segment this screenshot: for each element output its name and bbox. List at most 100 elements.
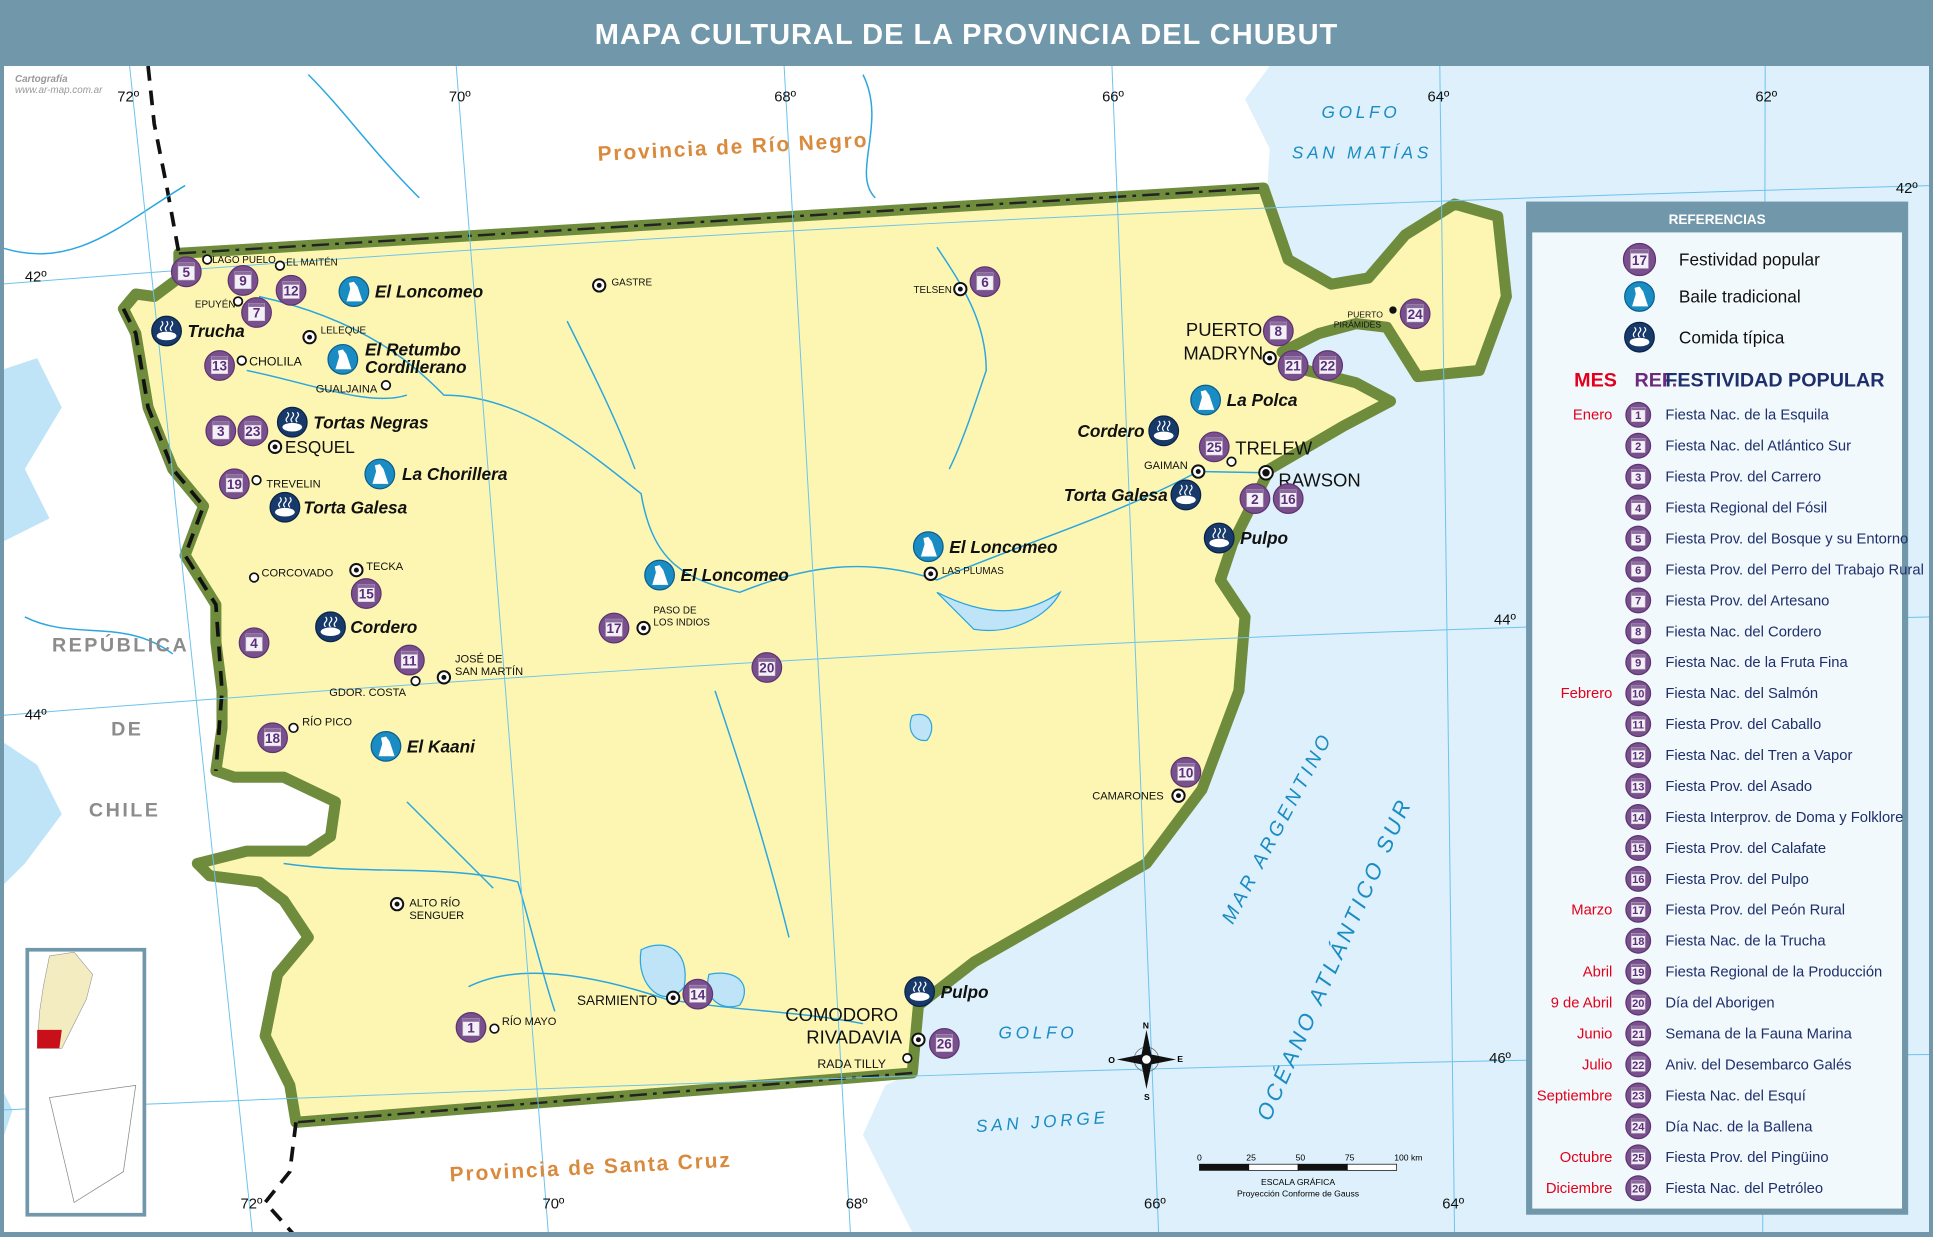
- scale-tick: 25: [1246, 1153, 1256, 1163]
- longitude-label: 70º: [449, 90, 471, 106]
- food-pot-icon: [276, 406, 308, 438]
- town-marker-icon: [202, 254, 213, 265]
- festivity-ref: 23: [1632, 1091, 1644, 1103]
- festivity-marker-26: 26: [928, 1028, 960, 1059]
- legend-row: Abril 19 Fiesta Regional de la Producción: [1583, 958, 1882, 985]
- legend-festivity-name: Fiesta Prov. del Bosque y su Entorno: [1665, 531, 1908, 547]
- town-label: LAS PLUMAS: [942, 566, 1004, 577]
- festivity-marker-16: 16: [1272, 483, 1304, 515]
- festivity-ref: 17: [1632, 905, 1644, 917]
- town-cholila: CHOLILA: [236, 355, 303, 369]
- legend-row: 9 Fiesta Nac. de la Fruta Fina: [1625, 649, 1849, 676]
- lakes: [639, 590, 1062, 1008]
- legend-festivity-name: Fiesta Nac. del Tren a Vapor: [1665, 748, 1852, 764]
- legend-festivity-name: Fiesta Prov. del Caballo: [1665, 717, 1821, 733]
- legend-row: Octubre 25 Fiesta Prov. del Pingüino: [1560, 1144, 1829, 1171]
- longitude-label: 62º: [1755, 90, 1777, 106]
- festivity-ref: 20: [759, 661, 774, 676]
- festivity-ref: 8: [1275, 324, 1283, 339]
- legend-row: 16 Fiesta Prov. del Pulpo: [1625, 865, 1809, 892]
- festivity-ref: 11: [1632, 720, 1644, 732]
- town-trelew: TRELEW: [1226, 437, 1313, 467]
- town-label-line2: PIRÁMIDES: [1334, 319, 1382, 329]
- culture-label: Cordero: [350, 617, 417, 637]
- town-gastre: GASTRE: [592, 277, 653, 293]
- festivity-ref: 14: [690, 987, 706, 1002]
- food-pot-icon: [269, 491, 301, 523]
- food-pot-icon: [1624, 321, 1655, 353]
- region-chile: DE: [111, 718, 143, 740]
- inset-chubut-highlight: [37, 1029, 62, 1049]
- culture-label: Torta Galesa: [1064, 485, 1168, 505]
- festivity-marker-3: 3: [205, 415, 237, 447]
- dancers-icon: [1190, 384, 1222, 416]
- legend-row: Enero 1 Fiesta Nac. de la Esquila: [1573, 401, 1830, 428]
- festivity-marker-9: 9: [227, 265, 259, 296]
- festivity-ref: 2: [1251, 492, 1259, 507]
- festivity-ref: 17: [1632, 253, 1647, 268]
- festivity-marker-19: 19: [218, 468, 250, 500]
- town-label: ALTO RÍO: [409, 897, 460, 910]
- festivity-ref: 16: [1281, 492, 1297, 507]
- town-marker-icon: [248, 572, 260, 583]
- legend-month: Diciembre: [1546, 1181, 1613, 1197]
- festivity-ref: 14: [1632, 812, 1645, 824]
- town-label: JOSÉ DE: [455, 653, 502, 666]
- culture-label: Pulpo: [1240, 528, 1288, 548]
- chile-border: [121, 65, 298, 1237]
- legend-row: 9 de Abril 20 Día del Aborigen: [1551, 989, 1775, 1016]
- legend-row: Febrero 10 Fiesta Nac. del Salmón: [1561, 680, 1818, 707]
- town-telsen: TELSEN: [914, 281, 968, 297]
- dancers-icon: [912, 531, 944, 563]
- town-esquel: ESQUEL: [267, 437, 355, 457]
- town-label-line2: LOS INDIOS: [653, 618, 710, 629]
- festivity-ref: 13: [1632, 781, 1644, 793]
- food-marker: Trucha: [151, 315, 245, 347]
- legend-festivity-name: Semana de la Fauna Marina: [1665, 1026, 1852, 1042]
- town-leleque: LELEQUE: [302, 325, 367, 345]
- culture-label: La Chorillera: [402, 464, 508, 484]
- town-el-mait-n: EL MAITÉN: [274, 258, 338, 271]
- legend-row: 3 Fiesta Prov. del Carrero: [1625, 463, 1821, 490]
- town-camarones: CAMARONES: [1092, 788, 1186, 803]
- scale-segment: [1297, 1163, 1348, 1171]
- festivity-ref: 18: [265, 731, 281, 746]
- festivity-ref: 11: [402, 653, 417, 668]
- festivity-marker-17: 17: [598, 612, 630, 644]
- legend-festivity-name: Fiesta Prov. del Artesano: [1665, 593, 1829, 609]
- festivity-ref: 12: [284, 284, 299, 299]
- town-label: GAIMAN: [1144, 460, 1188, 472]
- legend-month: Julio: [1582, 1057, 1612, 1073]
- scale-segment: [1248, 1163, 1299, 1171]
- festivity-ref: 18: [1632, 936, 1644, 948]
- festivity-ref: 22: [1632, 1060, 1644, 1072]
- legend-festivity-name: Fiesta Nac. de la Esquila: [1665, 408, 1829, 424]
- festivity-marker-23: 23: [237, 415, 269, 447]
- town-label: GASTRE: [612, 277, 653, 288]
- food-marker: Cordero: [315, 611, 417, 643]
- region-chile: CHILE: [89, 800, 160, 822]
- compass-e: E: [1177, 1054, 1183, 1064]
- latitude-label: 44º: [1494, 612, 1516, 628]
- town-las-plumas: LAS PLUMAS: [923, 566, 1004, 581]
- town-label: RADA TILLY: [817, 1057, 886, 1071]
- legend-col-ref: REF.: [1635, 369, 1678, 391]
- festivity-ref: 6: [981, 275, 989, 290]
- culture-label: Tortas Negras: [313, 412, 428, 432]
- festivity-marker-18: 18: [257, 722, 288, 754]
- festivity-ref: 19: [1632, 967, 1644, 979]
- festivity-ref: 25: [1632, 1153, 1644, 1165]
- legend-row: 7 Fiesta Prov. del Artesano: [1625, 587, 1829, 614]
- legend-month: Septiembre: [1537, 1088, 1613, 1104]
- watermark-line1: Cartografía: [15, 74, 68, 85]
- festivity-marker-21: 21: [1277, 350, 1309, 381]
- dance-marker: El Loncomeo: [912, 531, 1058, 563]
- festivity-marker-2: 2: [1239, 483, 1271, 515]
- festivity-marker-12: 12: [275, 274, 307, 306]
- festivity-ref: 7: [1635, 596, 1641, 608]
- town-label: EL MAITÉN: [286, 258, 338, 269]
- town-label: CHOLILA: [249, 355, 302, 369]
- festivity-ref: 16: [1632, 874, 1644, 886]
- dance-marker: La Polca: [1190, 384, 1298, 416]
